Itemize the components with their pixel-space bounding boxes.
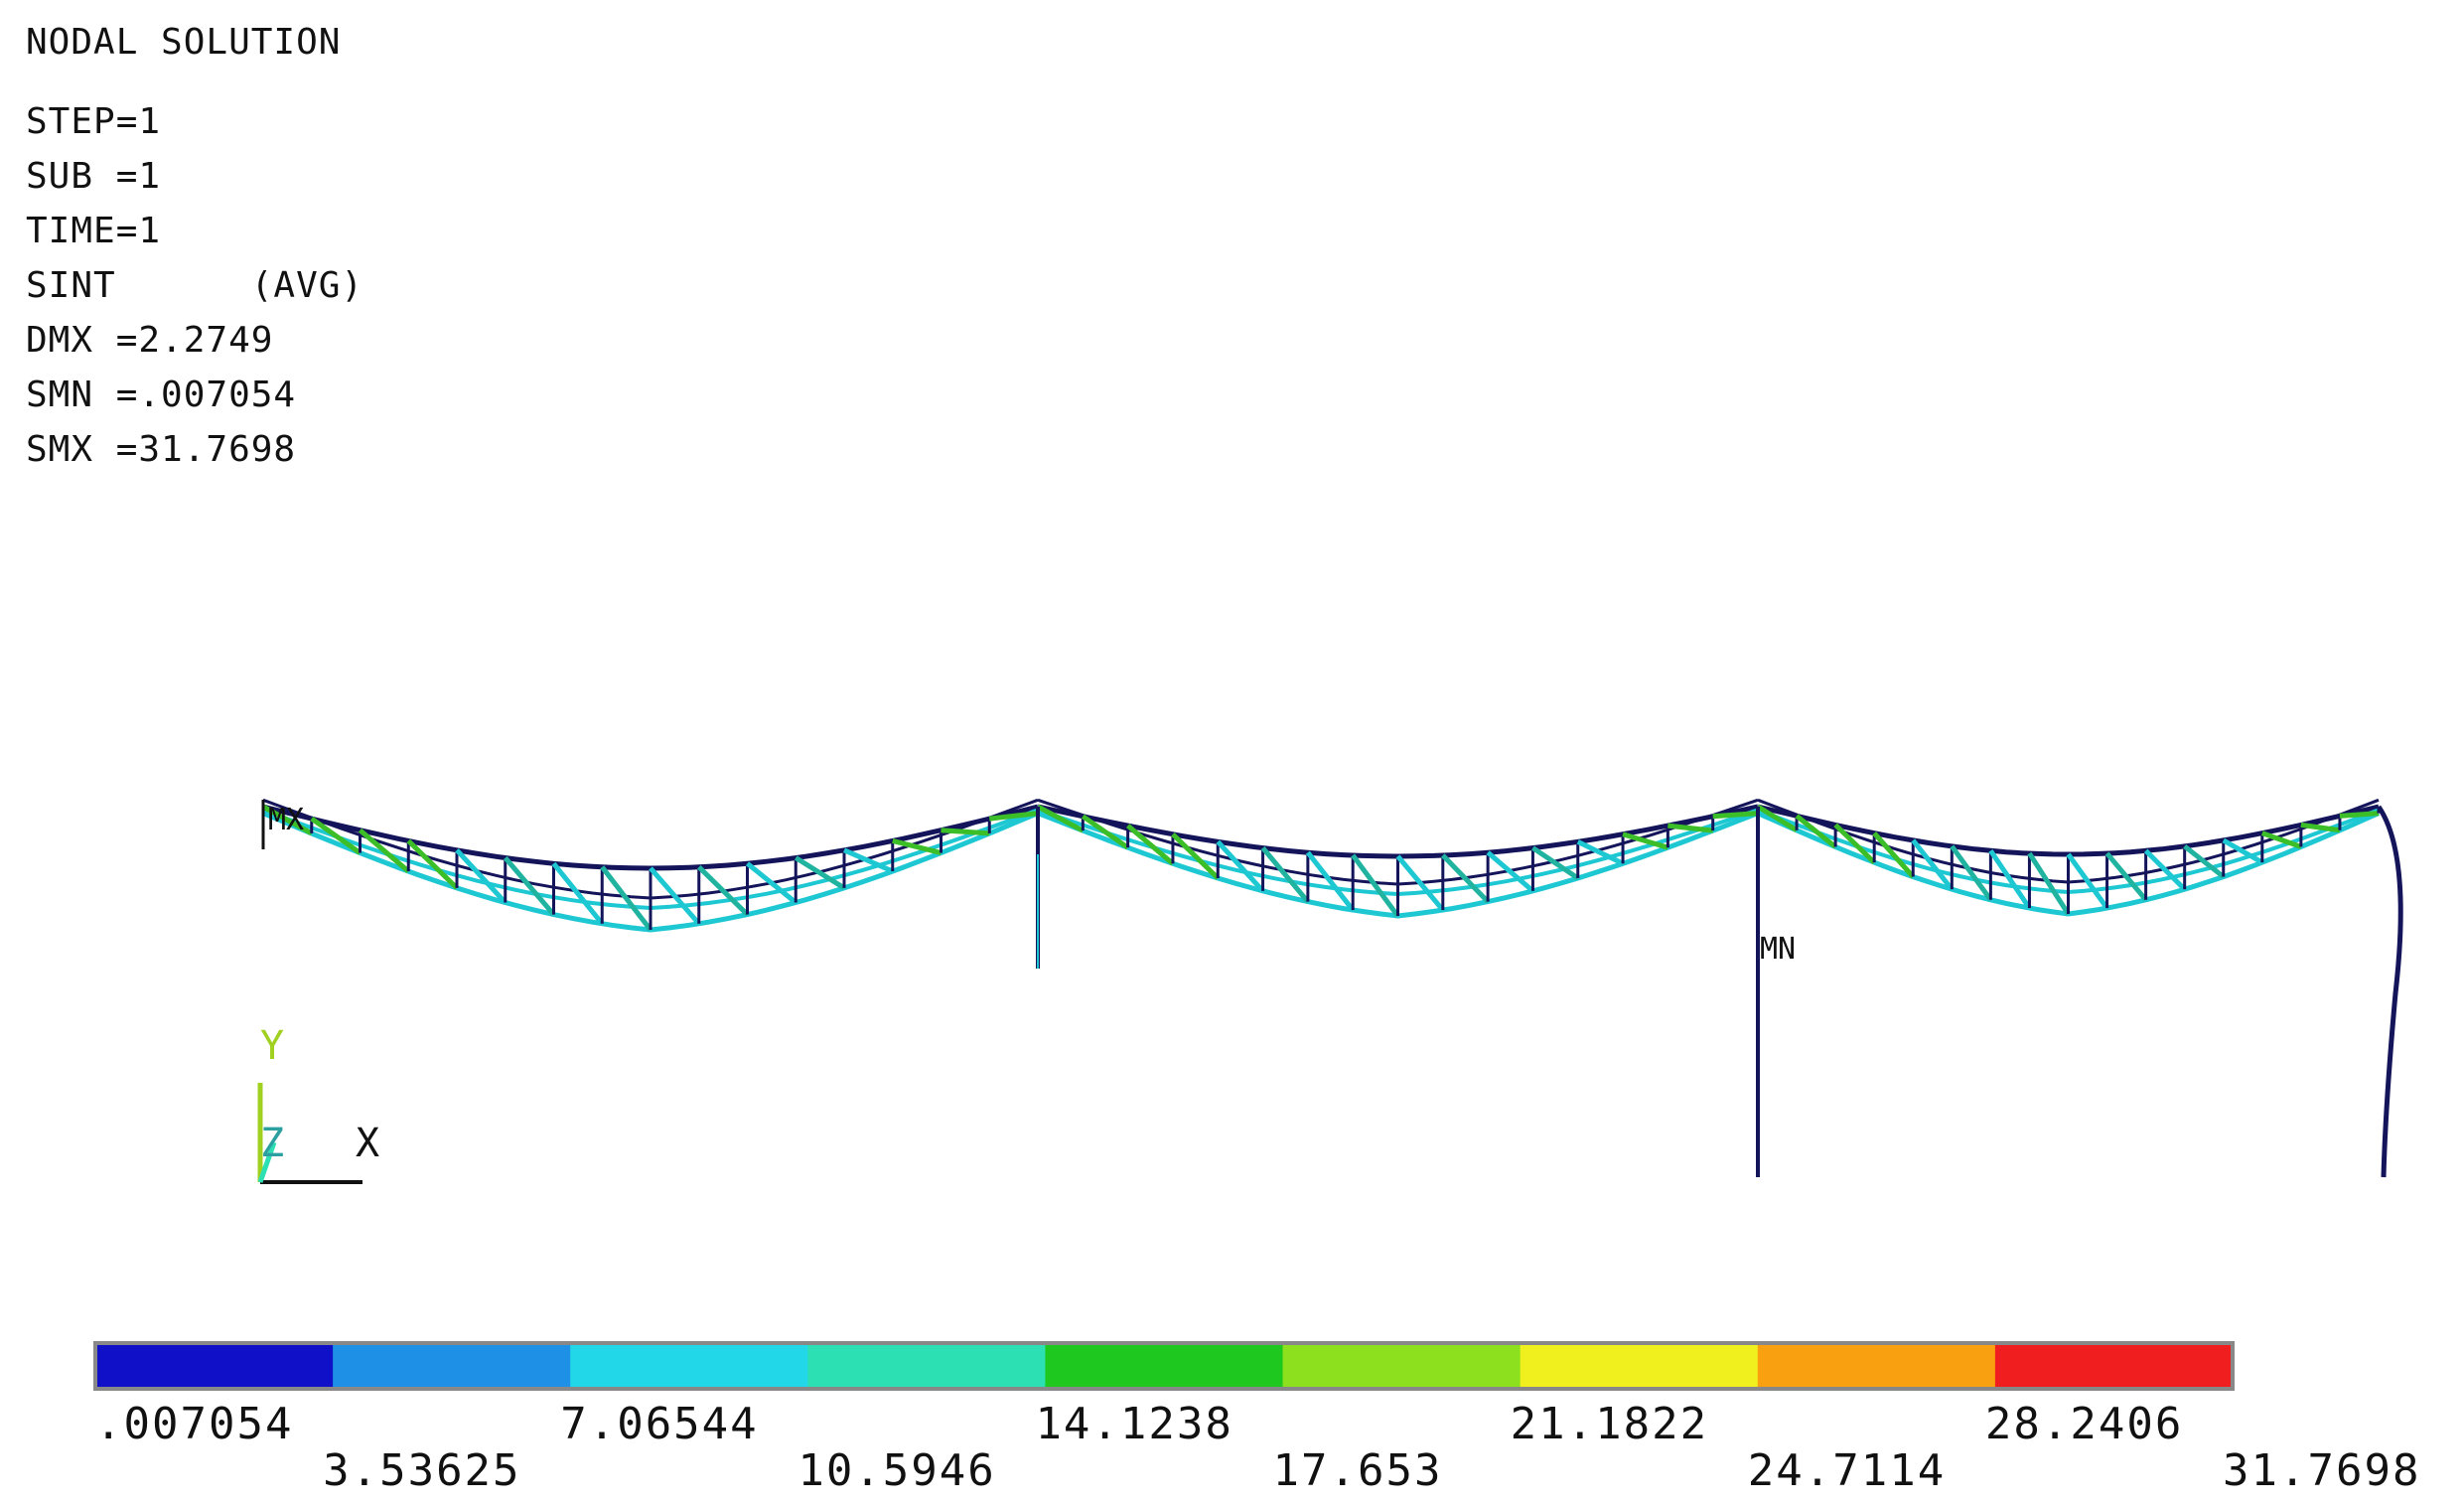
truss-diagonal bbox=[745, 861, 797, 905]
truss-diagonal bbox=[310, 817, 362, 855]
min-marker-label: MN bbox=[1760, 932, 1797, 967]
truss-model bbox=[261, 798, 2381, 933]
z-axis-label: Z bbox=[260, 1121, 285, 1166]
truss-diagonal bbox=[2260, 830, 2302, 849]
min-stress-readout: SMN =.007054 bbox=[26, 375, 297, 415]
legend-frame bbox=[93, 1341, 2235, 1391]
legend-band-1 bbox=[95, 1343, 334, 1389]
truss-diagonal bbox=[1126, 824, 1175, 866]
step-readout: STEP=1 bbox=[26, 101, 162, 142]
support-columns bbox=[261, 800, 2403, 1178]
legend-band-9 bbox=[1994, 1343, 2234, 1389]
legend-label-10: 31.7698 bbox=[2223, 1445, 2421, 1496]
truss-diagonal bbox=[1260, 845, 1310, 904]
truss-diagonal bbox=[1441, 853, 1490, 904]
truss-diagonal bbox=[406, 838, 459, 890]
truss-diagonal bbox=[1622, 831, 1669, 850]
legend-label-3: 7.06544 bbox=[560, 1399, 759, 1449]
truss-diagonal bbox=[455, 848, 507, 905]
x-axis-label: X bbox=[356, 1121, 380, 1166]
truss-diagonal bbox=[2066, 852, 2109, 910]
max-displacement-readout: DMX =2.2749 bbox=[26, 320, 274, 361]
truss-diagonal bbox=[988, 811, 1039, 822]
legend-label-8: 24.7114 bbox=[1747, 1445, 1947, 1496]
truss-diagonal bbox=[1395, 854, 1445, 912]
truss-diagonal bbox=[892, 838, 942, 855]
result-type: SINT (AVG) bbox=[26, 265, 364, 306]
truss-diagonal bbox=[1216, 839, 1265, 893]
substep-readout: SUB =1 bbox=[26, 156, 162, 197]
legend-label-5: 14.1238 bbox=[1035, 1399, 1233, 1449]
truss-diagonal bbox=[1795, 814, 1837, 849]
plot-title: NODAL SOLUTION bbox=[26, 22, 342, 63]
legend-label-6: 17.653 bbox=[1272, 1445, 1443, 1496]
truss-diagonal bbox=[1171, 831, 1220, 880]
legend-band-4 bbox=[807, 1343, 1046, 1389]
truss-diagonal bbox=[843, 847, 894, 874]
legend-band-2 bbox=[333, 1343, 571, 1389]
truss-chord bbox=[1757, 804, 2380, 857]
contour-legend-bar bbox=[93, 1341, 2235, 1391]
truss-diagonal bbox=[2027, 851, 2071, 916]
legend-label-1: .007054 bbox=[95, 1399, 294, 1449]
truss-chord bbox=[1037, 804, 1759, 859]
truss-diagonal bbox=[2183, 843, 2226, 879]
truss-diagonal bbox=[1531, 845, 1580, 881]
legend-label-4: 10.5946 bbox=[797, 1445, 996, 1496]
column-3 bbox=[2376, 805, 2403, 1178]
truss-diagonal bbox=[1081, 814, 1130, 850]
truss-diagonal bbox=[1486, 850, 1535, 893]
truss-diagonal bbox=[2222, 837, 2264, 865]
truss-diagonal bbox=[649, 866, 701, 926]
truss-diagonal bbox=[261, 804, 313, 836]
truss-diagonal bbox=[1872, 831, 1916, 879]
truss-diagonal bbox=[941, 828, 990, 836]
truss-diagonal bbox=[503, 855, 556, 917]
legend-label-9: 28.2406 bbox=[1984, 1399, 2184, 1449]
truss-diagonal bbox=[600, 865, 652, 932]
legend-band-8 bbox=[1757, 1343, 1996, 1389]
truss-diagonal bbox=[1988, 848, 2032, 910]
truss-diagonal bbox=[1911, 838, 1955, 891]
truss-diagonal bbox=[2339, 811, 2380, 819]
truss-diagonal bbox=[1950, 844, 1993, 902]
legend-band-5 bbox=[1045, 1343, 1284, 1389]
truss-diagonal bbox=[1305, 850, 1356, 912]
time-readout: TIME=1 bbox=[26, 211, 162, 251]
truss-diagonal bbox=[2300, 822, 2341, 833]
truss-diagonal bbox=[1756, 804, 1799, 832]
truss-diagonal bbox=[1576, 839, 1625, 866]
truss-diagonal bbox=[697, 865, 750, 917]
truss-diagonal bbox=[1351, 853, 1400, 918]
truss-diagonal bbox=[2143, 848, 2187, 891]
legend-band-6 bbox=[1282, 1343, 1522, 1389]
max-marker-label: MX bbox=[268, 803, 305, 837]
truss-diagonal bbox=[551, 861, 605, 926]
truss-diagonal bbox=[1833, 823, 1876, 864]
truss-diagonal bbox=[1712, 811, 1759, 820]
legend-band-7 bbox=[1520, 1343, 1759, 1389]
legend-label-7: 21.1822 bbox=[1510, 1399, 1709, 1449]
axis-triad bbox=[257, 1083, 362, 1184]
truss-diagonal bbox=[1667, 823, 1713, 833]
truss-diagonal bbox=[1036, 804, 1085, 833]
legend-band-3 bbox=[570, 1343, 808, 1389]
y-axis-label: Y bbox=[260, 1023, 285, 1069]
max-stress-readout: SMX =31.7698 bbox=[26, 429, 297, 470]
truss-diagonal bbox=[358, 828, 410, 873]
legend-label-2: 3.53625 bbox=[323, 1445, 521, 1496]
truss-diagonal bbox=[794, 855, 846, 890]
truss-diagonal bbox=[2104, 851, 2148, 902]
